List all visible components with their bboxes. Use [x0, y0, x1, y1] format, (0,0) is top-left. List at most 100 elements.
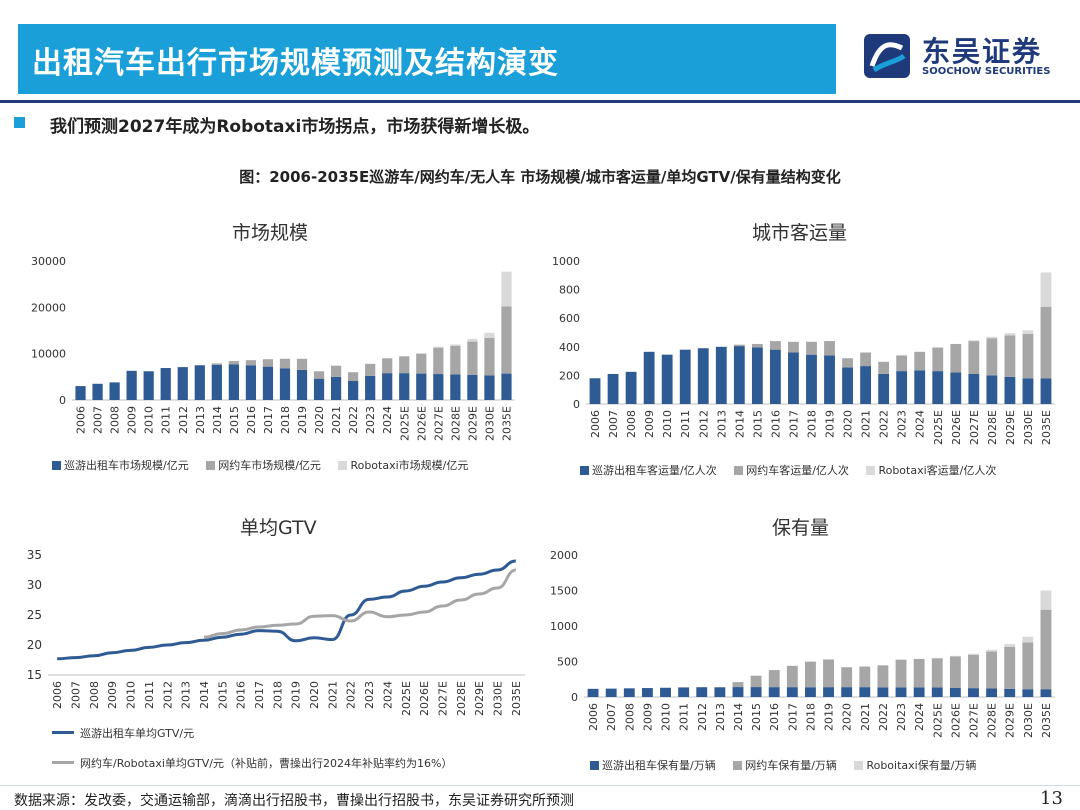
- legend-gtv-ridehail: 网约车/Robotaxi单均GTV/元（补贴前，曹操出行2024年补贴率约为16…: [52, 754, 466, 771]
- x-tick-label: 2006: [589, 410, 602, 438]
- bar-segment-2: [950, 343, 962, 373]
- x-tick-label: 2019: [824, 410, 837, 438]
- bar-segment-1: [931, 687, 943, 697]
- bar-segment-1: [714, 687, 726, 697]
- x-tick-label: 2013: [714, 703, 727, 731]
- x-tick-label: 2009: [126, 406, 139, 434]
- bar-segment-1: [587, 688, 599, 697]
- x-tick-label: 2017: [262, 406, 275, 434]
- legend-label: 巡游出租车保有量/万辆: [602, 759, 716, 772]
- bar-segment-1: [895, 687, 907, 697]
- bar-segment-2: [1040, 306, 1052, 379]
- bar-segment-2: [949, 656, 961, 688]
- bar-segment-2: [750, 675, 762, 688]
- series-line-2: [203, 568, 517, 639]
- bar-segment-3: [1040, 590, 1052, 610]
- bar-segment-2: [1004, 335, 1016, 377]
- bar-segment-3: [1022, 330, 1034, 334]
- fleet-size-chart: 0 500 1000 1500 2000 2006 2007 2008 2009 2010 2011…: [550, 549, 1055, 738]
- legend-passenger-volume: 巡游出租车客运量/亿人次 网约车客运量/亿人次 Robotaxi客运量/亿人次: [580, 462, 1010, 478]
- x-tick-label: 2023: [895, 703, 908, 731]
- figure-title: 图：2006-2035E巡游车/网约车/无人车 市场规模/城市客运量/单均GTV…: [239, 168, 841, 186]
- y-tick-label: 30000: [31, 255, 66, 268]
- y-tick-label: 2000: [550, 549, 578, 562]
- bar-segment-1: [625, 371, 637, 404]
- bar-segment-1: [878, 373, 890, 404]
- legend-label: Robotaxi客运量/亿人次: [878, 464, 997, 477]
- bar-segment-1: [245, 365, 257, 400]
- y-tick-label: 200: [559, 369, 580, 382]
- x-tick-label: 2035E: [510, 681, 523, 716]
- bar-segment-1: [968, 373, 980, 404]
- bar-segment-2: [382, 358, 393, 374]
- y-tick-label: 500: [557, 656, 578, 669]
- legend-item: 网约车保有量/万辆: [733, 757, 837, 773]
- legend-swatch-ridehail: [733, 760, 743, 770]
- bar-segment-1: [228, 364, 239, 400]
- bar-segment-1: [1022, 689, 1034, 697]
- legend-item: 巡游出租车客运量/亿人次: [580, 462, 717, 478]
- x-tick-label: 2022: [347, 406, 360, 434]
- x-tick-label: 2010: [661, 410, 674, 438]
- x-tick-label: 2007: [607, 410, 620, 438]
- x-tick-label: 2013: [194, 406, 207, 434]
- x-tick-label: 2020: [841, 703, 854, 731]
- bar-segment-1: [279, 368, 291, 400]
- y-tick-label: 1000: [552, 255, 580, 268]
- bar-segment-1: [696, 687, 708, 697]
- bar-segment-1: [1040, 689, 1052, 697]
- bar-segment-1: [607, 373, 619, 404]
- x-tick-label: 2012: [161, 681, 174, 709]
- legend-label: 巡游出租车单均GTV/元: [80, 726, 195, 740]
- bar-segment-2: [768, 670, 780, 688]
- bar-segment-1: [623, 688, 635, 697]
- x-tick-label: 2026E: [950, 410, 963, 445]
- x-tick-label: 2026E: [949, 703, 962, 738]
- bar-segment-1: [589, 378, 601, 404]
- bar-segment-1: [262, 366, 274, 400]
- page-number: 13: [1040, 788, 1063, 809]
- legend-swatch-robotaxi: [338, 460, 348, 470]
- bar-segment-3: [968, 653, 979, 655]
- bar-segment-2: [733, 344, 745, 347]
- bar-segment-2: [841, 667, 853, 688]
- x-tick-label: 2020: [308, 681, 321, 709]
- bar-segment-2: [895, 659, 907, 688]
- bar-segment-1: [841, 687, 853, 697]
- bar-segment-1: [679, 349, 691, 404]
- bar-segment-1: [177, 367, 188, 400]
- x-tick-label: 2023: [896, 410, 909, 438]
- x-tick-label: 2009: [106, 681, 119, 709]
- x-tick-label: 2019: [823, 703, 836, 731]
- x-tick-label: 2026E: [415, 406, 428, 441]
- x-tick-label: 2027E: [967, 703, 980, 738]
- bar-segment-2: [914, 351, 926, 371]
- bar-segment-2: [1022, 642, 1034, 690]
- bar-segment-1: [913, 687, 925, 697]
- bar-segment-2: [1022, 333, 1034, 379]
- x-tick-label: 2030E: [483, 406, 496, 441]
- bar-segment-3: [986, 649, 998, 652]
- bar-segment-1: [348, 381, 359, 400]
- x-tick-label: 2011: [678, 703, 691, 731]
- x-tick-label: 2030E: [1022, 410, 1035, 445]
- legend-label: 网约车市场规模/亿元: [218, 459, 321, 472]
- bar-segment-1: [859, 687, 871, 697]
- legend-label: Robotaxi市场规模/亿元: [350, 459, 469, 472]
- x-tick-label: 2035E: [1040, 410, 1053, 445]
- y-tick-label: 800: [559, 284, 580, 297]
- x-tick-label: 2023: [364, 406, 377, 434]
- bar-segment-2: [806, 341, 817, 355]
- x-tick-label: 2025E: [400, 681, 413, 716]
- bar-segment-1: [160, 368, 171, 400]
- legend-line-ridehail: [52, 761, 74, 764]
- bar-segment-2: [769, 341, 781, 350]
- bullet-square-icon: [14, 117, 25, 128]
- bar-segment-2: [913, 658, 925, 688]
- x-tick-label: 2012: [177, 406, 190, 434]
- bar-segment-2: [824, 341, 835, 356]
- chart-title-market-size: 市场规模: [232, 222, 309, 244]
- bar-segment-2: [823, 659, 834, 688]
- x-tick-label: 2026E: [418, 681, 431, 716]
- legend-market-size: 巡游出租车市场规模/亿元 网约车市场规模/亿元 Robotaxi市场规模/亿元: [52, 457, 482, 473]
